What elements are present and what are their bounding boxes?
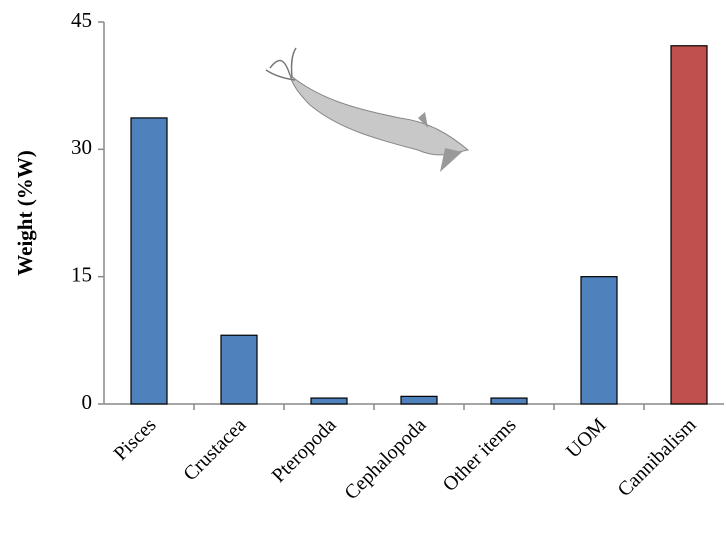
x-tick-label: Cannibalism — [613, 414, 700, 501]
bar — [220, 334, 258, 405]
bar — [130, 117, 168, 405]
x-tick-label: Crustacea — [179, 414, 250, 485]
x-tick-label: Other items — [439, 414, 521, 496]
bar — [400, 395, 438, 405]
y-axis-label: Weight (%W) — [13, 150, 37, 275]
bar — [670, 45, 708, 405]
y-tick-label: 0 — [82, 390, 93, 414]
squid-illustration — [265, 47, 470, 172]
bar — [580, 276, 618, 405]
y-tick-label: 15 — [71, 262, 92, 286]
bar — [490, 397, 528, 405]
y-tick-label: 30 — [71, 135, 92, 159]
y-tick-label: 45 — [71, 8, 92, 32]
x-tick-label: Pteropoda — [268, 414, 341, 487]
x-tick-label: UOM — [562, 414, 611, 463]
x-tick-label: Cephalopoda — [340, 414, 430, 504]
bar — [310, 397, 348, 405]
x-tick-label: Pisces — [110, 414, 161, 465]
